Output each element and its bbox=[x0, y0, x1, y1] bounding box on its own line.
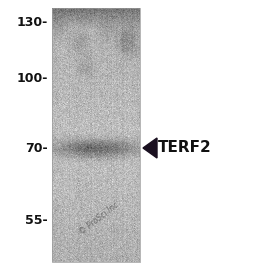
Polygon shape bbox=[143, 138, 157, 158]
Text: TERF2: TERF2 bbox=[158, 140, 212, 156]
Text: © ProSci Inc.: © ProSci Inc. bbox=[78, 199, 122, 237]
Text: 100-: 100- bbox=[17, 72, 48, 85]
Text: 130-: 130- bbox=[17, 15, 48, 29]
Text: 55-: 55- bbox=[25, 214, 48, 227]
Text: 70-: 70- bbox=[25, 141, 48, 154]
Bar bbox=[52, 8, 140, 262]
